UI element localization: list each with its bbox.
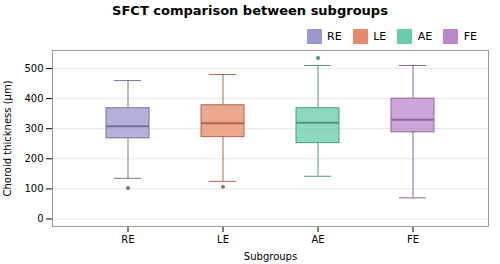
svg-text:400: 400 [24, 93, 43, 104]
svg-text:300: 300 [24, 123, 43, 134]
html-text:FE: FE [463, 30, 477, 43]
html-text:SFCT comparison between subgro: SFCT comparison between subgroups [112, 3, 388, 18]
svg-text:LE: LE [217, 234, 229, 245]
html-text:LE: LE [373, 30, 387, 43]
svg-text:Choroid thickness (μm): Choroid thickness (μm) [2, 80, 13, 196]
svg-text:500: 500 [24, 63, 43, 74]
svg-text:200: 200 [24, 153, 43, 164]
svg-text:AE: AE [311, 234, 324, 245]
svg-text:0: 0 [37, 213, 43, 224]
svg-text:Subgroups: Subgroups [244, 251, 297, 262]
html-text:AE: AE [417, 30, 433, 43]
svg-text:RE: RE [121, 234, 134, 245]
svg-text:FE: FE [407, 234, 419, 245]
svg-text:100: 100 [24, 183, 43, 194]
html-text:RE: RE [327, 30, 342, 43]
